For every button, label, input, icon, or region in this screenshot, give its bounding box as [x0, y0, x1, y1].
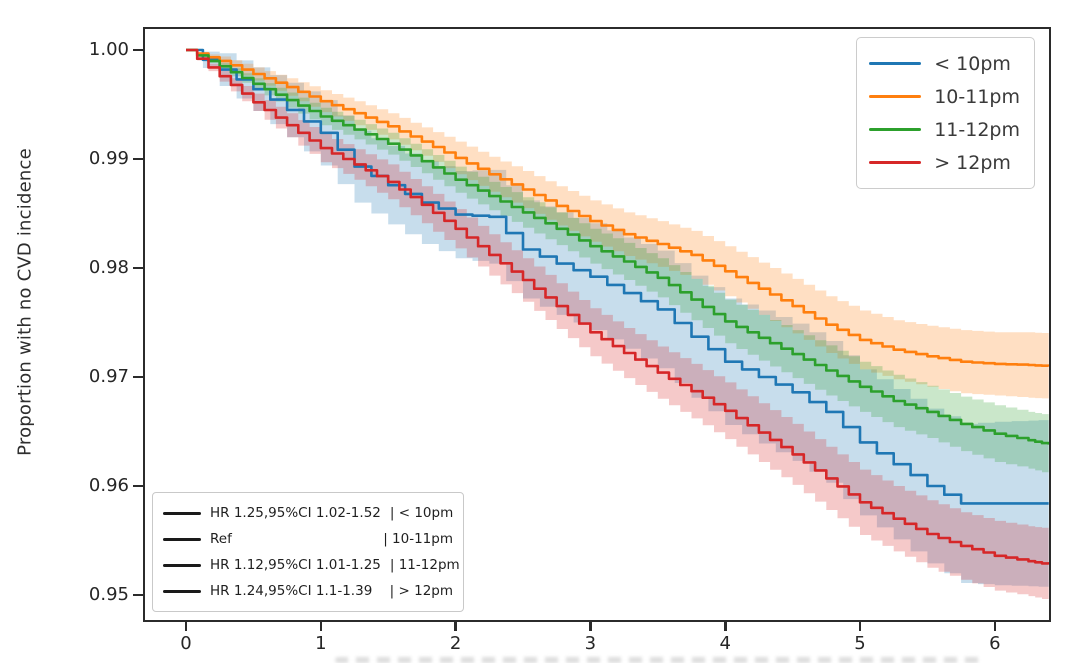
y-tick [133, 266, 143, 270]
hr-line-swatch [163, 563, 201, 567]
x-tick-label: 4 [719, 633, 731, 654]
y-tick-label: 1.00 [88, 39, 129, 60]
y-tick [133, 484, 143, 488]
survival-curve-11-12pm [186, 48, 1049, 445]
y-tick-label: 0.97 [88, 366, 129, 387]
y-tick-label: 0.98 [88, 257, 129, 278]
x-tick [858, 622, 862, 631]
legend-line-swatch [869, 62, 922, 65]
legend-item-label: > 12pm [934, 151, 1011, 174]
x-tick-label: 1 [315, 633, 327, 654]
legend-item-label: 10-11pm [934, 85, 1020, 108]
hr-row: HR 1.25,95%CI 1.02-1.52 | < 10pm [163, 500, 453, 526]
survival-curve-lt-10pm [186, 48, 1049, 505]
hr-text: HR 1.25,95%CI 1.02-1.52 [210, 505, 381, 521]
hr-row: HR 1.12,95%CI 1.01-1.25 | 11-12pm [163, 552, 460, 578]
legend-item: < 10pm [869, 47, 1020, 80]
hr-group-label: | < 10pm [389, 505, 454, 521]
x-tick [724, 622, 727, 631]
hr-text: HR 1.24,95%CI 1.1-1.39 [210, 583, 373, 599]
hr-group-label: | 10-11pm [383, 531, 453, 547]
confidence-band-10-11pm [186, 50, 1049, 399]
hr-annotation-box: HR 1.25,95%CI 1.02-1.52 | < 10pm Ref | 10-1… [152, 492, 464, 612]
survival-curve-10-11pm [186, 48, 1049, 367]
y-tick-label: 0.99 [88, 148, 129, 169]
x-tick-label: 2 [449, 633, 462, 654]
legend-item: > 12pm [869, 146, 1020, 179]
hr-line-swatch [163, 537, 201, 541]
y-tick [133, 375, 143, 379]
hr-text: HR 1.12,95%CI 1.01-1.25 [210, 557, 381, 573]
hr-text: Ref [210, 531, 232, 547]
x-tick-label: 6 [989, 633, 1001, 654]
x-tick-label: 0 [180, 633, 192, 654]
hr-group-label: | 11-12pm [389, 557, 460, 573]
confidence-band-gt-12pm [186, 50, 1049, 601]
y-tick [133, 157, 143, 161]
cropped-xaxis-label-remnant [335, 657, 985, 663]
legend-item-label: < 10pm [934, 52, 1011, 75]
plot-area: < 10pm 10-11pm 11-12pm > 12pm HR 1.25,95%CI… [143, 27, 1051, 622]
confidence-band-11-12pm [186, 50, 1049, 474]
x-tick [589, 622, 592, 631]
hr-line-swatch [163, 589, 201, 593]
y-tick [133, 48, 143, 52]
hr-row: HR 1.24,95%CI 1.1-1.39 | > 12pm [163, 578, 453, 604]
legend-item-label: 11-12pm [934, 118, 1020, 141]
x-tick-label: 5 [854, 633, 866, 654]
legend-line-swatch [869, 161, 922, 164]
hr-group-label: | > 12pm [389, 583, 453, 599]
y-tick-label: 0.95 [88, 584, 129, 605]
x-tick [993, 622, 997, 631]
x-tick [319, 622, 323, 631]
legend-item: 11-12pm [869, 113, 1020, 146]
hr-row: Ref | 10-11pm [163, 526, 453, 552]
x-tick [184, 622, 188, 631]
hr-line-swatch [163, 511, 201, 515]
legend-line-swatch [869, 95, 922, 98]
legend-item: 10-11pm [869, 80, 1020, 113]
y-tick-label: 0.96 [88, 475, 129, 496]
survival-chart-canvas [186, 48, 1049, 601]
y-tick [133, 593, 143, 597]
y-axis-label: Proportion with no CVD incidence [14, 148, 36, 456]
x-tick [454, 622, 457, 631]
survival-curve-gt-12pm [186, 48, 1049, 565]
legend: < 10pm 10-11pm 11-12pm > 12pm [856, 37, 1035, 189]
x-tick-label: 3 [584, 633, 597, 654]
legend-line-swatch [869, 128, 922, 131]
